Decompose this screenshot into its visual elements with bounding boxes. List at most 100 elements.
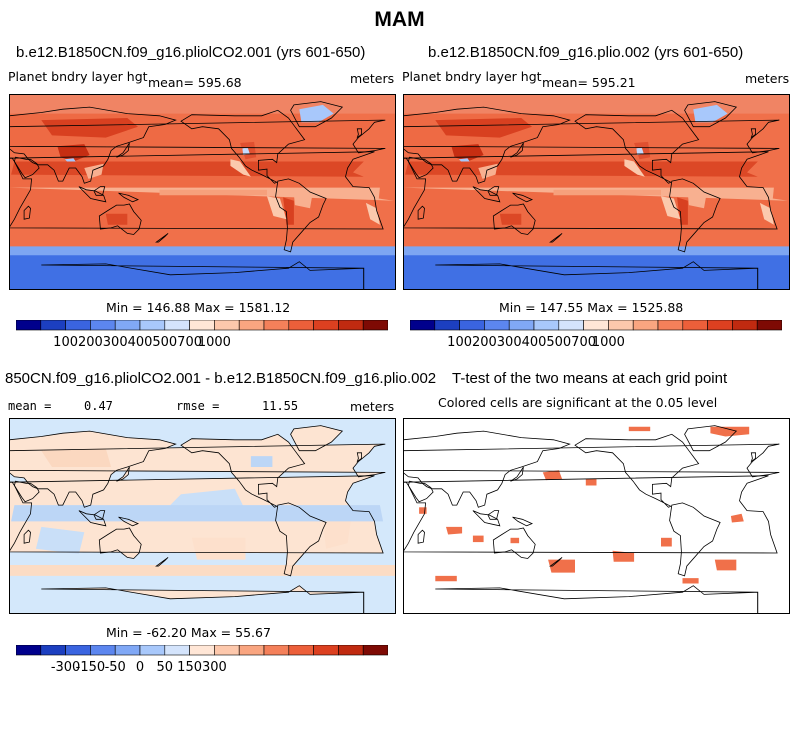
colorbar-box [189, 320, 215, 331]
coastline-europe_w [403, 443, 780, 478]
colorbar-box [139, 320, 166, 331]
colorbar-box [90, 320, 116, 331]
panel2-stats: Min = 147.55 Max = 1525.88 [499, 300, 684, 315]
field-sig-s-atlantic [714, 559, 737, 571]
field-southern-peach [9, 565, 396, 576]
coastline-antarctica [435, 261, 759, 290]
coastline-indonesia [78, 510, 107, 527]
panel2-title: b.e12.B1850CN.f09_g16.plio.002 (yrs 601-… [428, 44, 744, 61]
field-himalaya-cold [64, 158, 76, 162]
coastline-africa [9, 157, 33, 229]
coastline-greenland [290, 425, 344, 452]
colorbar-box [410, 320, 436, 331]
coastline-samerica [669, 178, 721, 253]
field-peru-current-pale [661, 196, 681, 220]
colorbar-box [732, 320, 758, 331]
field-africa-blue [11, 505, 384, 522]
map-panel-pliolco2 [9, 94, 396, 290]
colorbar-box [40, 645, 66, 656]
colorbar-tick-label: 200 [472, 335, 497, 350]
panel3-title: 850CN.f09_g16.pliolCO2.001 - b.e12.B1850… [5, 370, 437, 387]
land-fill-japan [116, 143, 130, 158]
colorbar-box [164, 320, 190, 331]
colorbar-box [65, 320, 91, 331]
colorbar-tick-label: -300 [51, 660, 81, 675]
field-siberia-hot [435, 118, 532, 138]
coastline-indonesia [78, 186, 107, 203]
coastline-antarctica [41, 261, 365, 290]
field-eq-pacific-pale [553, 189, 661, 196]
colorbar-box [114, 645, 141, 656]
coastline-newguinea [118, 192, 140, 203]
field-sig-africa [419, 507, 427, 514]
colorbar-box [214, 645, 240, 656]
colorbar-box [65, 645, 91, 656]
colorbar-tick-label: -150 [76, 660, 106, 675]
colorbar-tick-label: 300 [103, 335, 128, 350]
land-fill-greenland [290, 425, 343, 451]
land-fill-australia [99, 528, 142, 559]
colorbar-box [533, 320, 560, 331]
field-sig-southern-2 [682, 578, 699, 584]
colorbar-box [238, 320, 265, 331]
page-title: MAM [374, 8, 425, 31]
field-cal-current-pale [230, 159, 251, 177]
coastline-africa [9, 481, 33, 553]
colorbar-tick-label: 500 [152, 335, 177, 350]
colorbar-box [583, 320, 609, 331]
colorbar-box [313, 645, 339, 656]
map-panel-ttest [403, 418, 790, 614]
field-sig-nw-pacific [542, 470, 563, 481]
colorbar-box [263, 320, 290, 331]
coastline-samerica [275, 502, 327, 577]
colorbar-box [362, 320, 388, 331]
field-south-pac-peach [191, 537, 246, 560]
coastline-samerica [275, 178, 327, 253]
coastline-europe_w [9, 443, 386, 478]
land-fill-africa_w [403, 475, 778, 553]
coastline-namerica [180, 109, 306, 184]
colorbar-box [189, 645, 215, 656]
field-himalaya-cold [458, 158, 470, 162]
coastline-uk [750, 452, 756, 463]
field-cal-current-pale [624, 159, 645, 177]
land-fill-japan [510, 143, 524, 158]
field-eq-pacific-pale [159, 189, 267, 196]
land-fill-japan [116, 467, 130, 482]
coastline-borneo [93, 510, 106, 520]
coastline-borneo [487, 186, 500, 196]
field-sig-se-pac [661, 537, 672, 547]
field-sahara-hot [11, 161, 364, 177]
coastline-nz [549, 557, 563, 567]
colorbar-box [632, 320, 659, 331]
field-rockies-cold [242, 147, 250, 155]
colorbar-tick-label: 400 [128, 335, 153, 350]
colorbar-box [263, 645, 290, 656]
colorbar-box [558, 320, 584, 331]
coastline-newguinea [512, 516, 534, 527]
panel3-mean-label: mean = [8, 399, 52, 413]
field-arctic-warm [403, 94, 790, 114]
coastline-australia [98, 527, 142, 559]
colorbar-panel3: -300-150 -50 0 50 150 300 [16, 645, 388, 675]
land-fill-indonesia [472, 510, 500, 526]
land-fill-australia [493, 528, 536, 559]
coastline-newguinea [118, 516, 140, 527]
field-southern-deep-cold [9, 255, 396, 290]
coastline-japan [116, 142, 130, 158]
coastline-eurasia [9, 430, 177, 508]
field-peru-current-pale [267, 196, 287, 220]
colorbar-tick-label: 50 [157, 660, 174, 675]
coastline-indonesia [472, 186, 501, 203]
field-southern-deep-cold [403, 255, 790, 290]
land-fill-newguinea [512, 517, 532, 526]
field-sig-north-atlantic [710, 426, 750, 437]
coastline-africa [403, 481, 427, 553]
field-sig-southern-1 [435, 575, 457, 582]
colorbar-tick-label: 200 [78, 335, 103, 350]
panel2-units: meters [745, 71, 790, 86]
map-frame [9, 418, 396, 614]
colorbar-tick-label: 100 [447, 335, 472, 350]
coastline-africa_w [9, 151, 384, 230]
field-aus-hot [105, 213, 128, 225]
